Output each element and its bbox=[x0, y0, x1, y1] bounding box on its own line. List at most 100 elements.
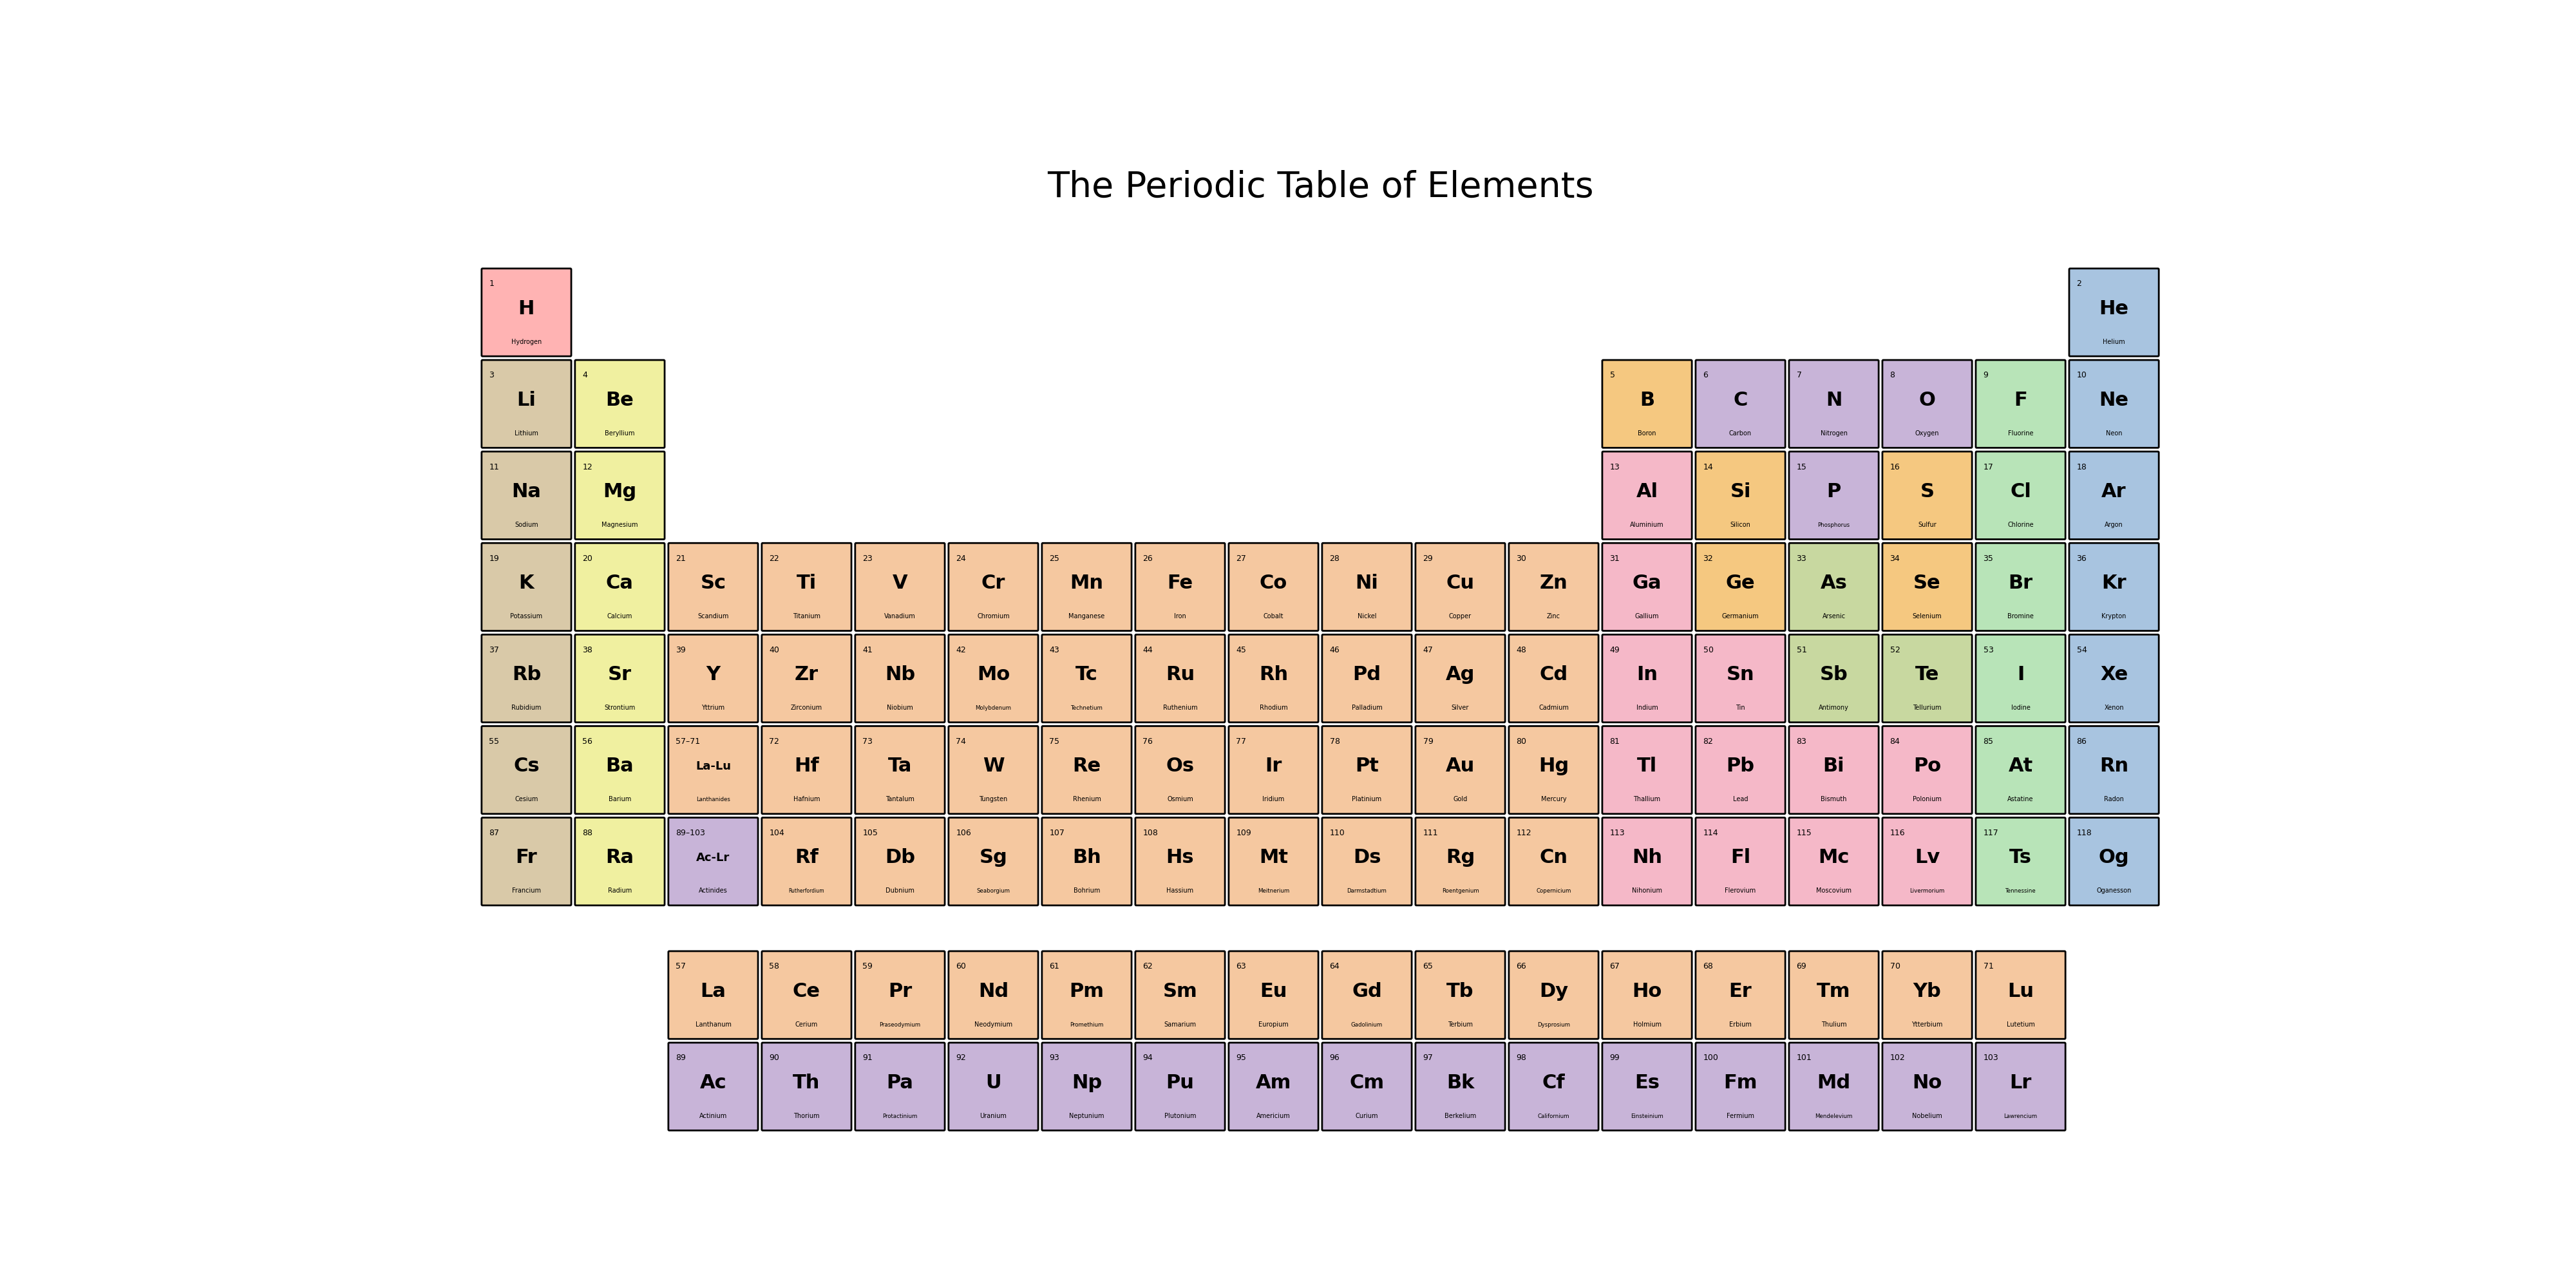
FancyBboxPatch shape bbox=[2069, 361, 2159, 448]
Text: Hydrogen: Hydrogen bbox=[510, 339, 541, 345]
Text: Mn: Mn bbox=[1069, 574, 1103, 592]
FancyBboxPatch shape bbox=[1602, 1043, 1692, 1131]
Text: 63: 63 bbox=[1236, 962, 1247, 971]
Text: Lawrencium: Lawrencium bbox=[2004, 1113, 2038, 1119]
FancyBboxPatch shape bbox=[1976, 1043, 2066, 1131]
FancyBboxPatch shape bbox=[1041, 635, 1131, 723]
Text: Re: Re bbox=[1072, 757, 1100, 775]
Text: Copper: Copper bbox=[1448, 613, 1471, 620]
Text: Zn: Zn bbox=[1540, 574, 1569, 592]
Text: 17: 17 bbox=[1984, 462, 1994, 471]
Text: Iron: Iron bbox=[1175, 613, 1185, 620]
Text: Europium: Europium bbox=[1260, 1021, 1288, 1028]
FancyBboxPatch shape bbox=[1883, 818, 1973, 905]
Text: Seaborgium: Seaborgium bbox=[976, 889, 1010, 894]
Text: 69: 69 bbox=[1795, 962, 1806, 971]
FancyBboxPatch shape bbox=[1883, 361, 1973, 448]
Text: Er: Er bbox=[1728, 981, 1752, 1001]
Text: 107: 107 bbox=[1048, 828, 1064, 837]
Text: 49: 49 bbox=[1610, 645, 1620, 654]
Text: Mendelevium: Mendelevium bbox=[1816, 1113, 1852, 1119]
Text: Silver: Silver bbox=[1450, 705, 1468, 711]
Text: Lu: Lu bbox=[2007, 981, 2035, 1001]
Text: Oganesson: Oganesson bbox=[2097, 887, 2130, 894]
Text: 44: 44 bbox=[1144, 645, 1154, 654]
Text: Rb: Rb bbox=[513, 666, 541, 684]
Text: Neptunium: Neptunium bbox=[1069, 1113, 1105, 1119]
Text: Ga: Ga bbox=[1633, 574, 1662, 592]
Text: Nobelium: Nobelium bbox=[1911, 1113, 1942, 1119]
Text: 72: 72 bbox=[770, 737, 781, 746]
Text: Be: Be bbox=[605, 390, 634, 410]
Text: 21: 21 bbox=[675, 554, 685, 563]
Text: 95: 95 bbox=[1236, 1054, 1247, 1063]
Text: 93: 93 bbox=[1048, 1054, 1059, 1063]
Text: 30: 30 bbox=[1517, 554, 1528, 563]
Text: Hafnium: Hafnium bbox=[793, 796, 819, 802]
Text: O: O bbox=[1919, 390, 1935, 410]
Text: Tb: Tb bbox=[1448, 981, 1473, 1001]
Text: Pm: Pm bbox=[1069, 981, 1105, 1001]
FancyBboxPatch shape bbox=[482, 635, 572, 723]
Text: Thallium: Thallium bbox=[1633, 796, 1662, 802]
Text: As: As bbox=[1821, 574, 1847, 592]
Text: Promethium: Promethium bbox=[1069, 1021, 1103, 1028]
Text: Americium: Americium bbox=[1257, 1113, 1291, 1119]
Text: Vanadium: Vanadium bbox=[884, 613, 914, 620]
Text: Neon: Neon bbox=[2105, 430, 2123, 437]
Text: 70: 70 bbox=[1891, 962, 1901, 971]
FancyBboxPatch shape bbox=[1883, 1043, 1973, 1131]
FancyBboxPatch shape bbox=[574, 726, 665, 814]
Text: Francium: Francium bbox=[513, 887, 541, 894]
Text: Ag: Ag bbox=[1445, 666, 1476, 684]
Text: Th: Th bbox=[793, 1073, 819, 1092]
Text: Fluorine: Fluorine bbox=[2007, 430, 2032, 437]
Text: Plutonium: Plutonium bbox=[1164, 1113, 1195, 1119]
FancyBboxPatch shape bbox=[1788, 544, 1878, 631]
Text: 26: 26 bbox=[1144, 554, 1154, 563]
Text: Rhodium: Rhodium bbox=[1260, 705, 1288, 711]
FancyBboxPatch shape bbox=[855, 544, 945, 631]
Text: Thulium: Thulium bbox=[1821, 1021, 1847, 1028]
FancyBboxPatch shape bbox=[1602, 635, 1692, 723]
Text: Holmium: Holmium bbox=[1633, 1021, 1662, 1028]
Text: 4: 4 bbox=[582, 371, 587, 380]
Text: 89: 89 bbox=[675, 1054, 685, 1063]
Text: S: S bbox=[1919, 482, 1935, 501]
Text: 61: 61 bbox=[1048, 962, 1059, 971]
FancyBboxPatch shape bbox=[1883, 544, 1973, 631]
Text: 46: 46 bbox=[1329, 645, 1340, 654]
Text: 22: 22 bbox=[770, 554, 781, 563]
Text: Boron: Boron bbox=[1638, 430, 1656, 437]
FancyBboxPatch shape bbox=[1976, 544, 2066, 631]
Text: Na: Na bbox=[513, 482, 541, 501]
Text: 53: 53 bbox=[1984, 645, 1994, 654]
FancyBboxPatch shape bbox=[1788, 635, 1878, 723]
FancyBboxPatch shape bbox=[1321, 1043, 1412, 1131]
FancyBboxPatch shape bbox=[762, 726, 853, 814]
Text: Kr: Kr bbox=[2102, 574, 2125, 592]
Text: Cerium: Cerium bbox=[796, 1021, 819, 1028]
Text: Al: Al bbox=[1636, 482, 1659, 501]
Text: 67: 67 bbox=[1610, 962, 1620, 971]
FancyBboxPatch shape bbox=[574, 452, 665, 540]
Text: Palladium: Palladium bbox=[1352, 705, 1383, 711]
Text: Sulfur: Sulfur bbox=[1919, 522, 1937, 528]
Text: Dubnium: Dubnium bbox=[886, 887, 914, 894]
FancyBboxPatch shape bbox=[1883, 635, 1973, 723]
FancyBboxPatch shape bbox=[855, 1043, 945, 1131]
Text: 39: 39 bbox=[675, 645, 685, 654]
FancyBboxPatch shape bbox=[855, 951, 945, 1039]
Text: 98: 98 bbox=[1517, 1054, 1528, 1063]
FancyBboxPatch shape bbox=[482, 818, 572, 905]
Text: Uranium: Uranium bbox=[979, 1113, 1007, 1119]
Text: 13: 13 bbox=[1610, 462, 1620, 471]
Text: Selenium: Selenium bbox=[1911, 613, 1942, 620]
Text: Eu: Eu bbox=[1260, 981, 1288, 1001]
Text: Mo: Mo bbox=[976, 666, 1010, 684]
Text: B: B bbox=[1638, 390, 1654, 410]
Text: Cd: Cd bbox=[1540, 666, 1569, 684]
Text: 7: 7 bbox=[1795, 371, 1801, 380]
Text: Lead: Lead bbox=[1734, 796, 1749, 802]
Text: Fm: Fm bbox=[1723, 1073, 1757, 1092]
